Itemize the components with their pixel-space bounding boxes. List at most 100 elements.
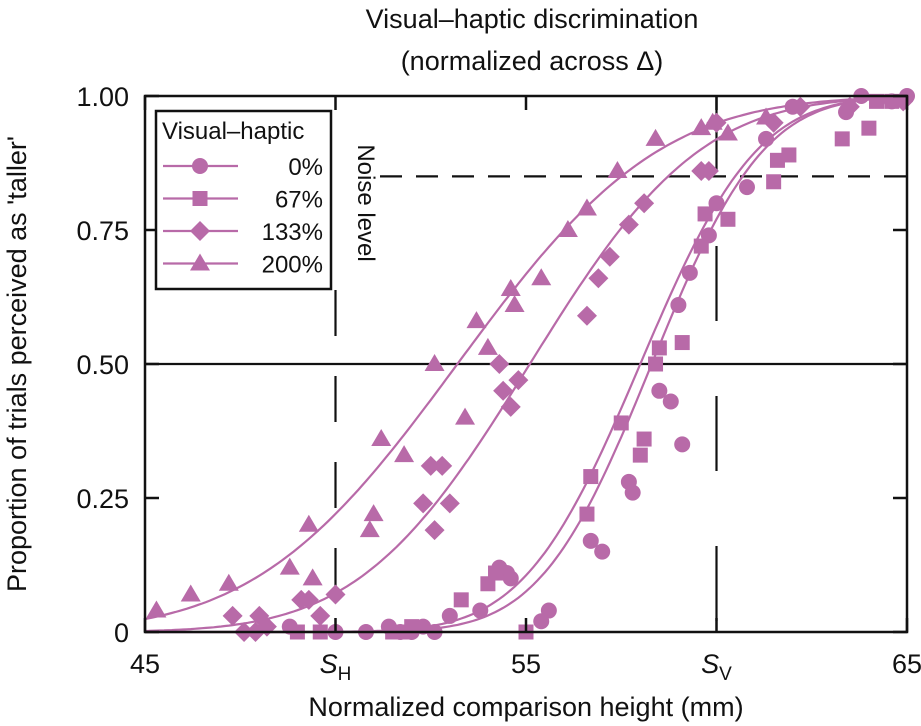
x-tick-label: 55 bbox=[511, 649, 541, 679]
data-point-circle bbox=[670, 297, 687, 314]
data-point-triangle bbox=[298, 514, 319, 532]
data-point-diamond bbox=[839, 96, 860, 117]
x-tick-label: 45 bbox=[130, 649, 160, 679]
data-point-triangle bbox=[455, 407, 476, 425]
data-point-square bbox=[766, 174, 782, 190]
data-point-triangle bbox=[302, 568, 323, 586]
legend-label: 0% bbox=[288, 154, 323, 181]
data-point-diamond bbox=[576, 305, 597, 326]
data-point-square bbox=[453, 592, 469, 608]
fit-curve-133pct bbox=[144, 96, 908, 633]
data-point-diamond bbox=[424, 520, 445, 541]
data-point-diamond bbox=[790, 96, 811, 117]
data-point-circle bbox=[582, 532, 599, 549]
data-point-triangle bbox=[218, 573, 239, 591]
y-tick-label: 0.25 bbox=[76, 484, 129, 514]
data-point-triangle bbox=[691, 118, 712, 136]
data-point-circle bbox=[441, 607, 458, 624]
data-point-diamond bbox=[420, 455, 441, 476]
data-point-circle bbox=[540, 602, 557, 619]
data-point-circle bbox=[738, 179, 755, 196]
legend: Visual–haptic 0% 67% 133% 200% bbox=[154, 109, 333, 291]
data-point-triangle bbox=[363, 504, 384, 522]
data-point-diamond bbox=[413, 493, 434, 514]
legend-circle-marker bbox=[192, 158, 208, 174]
y-tick-label: 0.50 bbox=[76, 350, 129, 380]
data-point-triangle bbox=[279, 557, 300, 575]
data-point-diamond bbox=[439, 493, 460, 514]
data-point-square bbox=[583, 469, 599, 485]
y-axis-label: Proportion of trials perceived as 'talle… bbox=[2, 136, 32, 592]
data-point-triangle bbox=[500, 278, 521, 296]
data-point-square bbox=[693, 238, 709, 254]
data-point-square bbox=[488, 565, 504, 581]
data-point-triangle bbox=[359, 520, 380, 538]
data-point-square bbox=[834, 131, 850, 147]
data-point-diamond bbox=[634, 193, 655, 214]
data-point-square bbox=[648, 356, 664, 372]
data-point-square bbox=[884, 93, 900, 109]
data-point-square bbox=[613, 415, 629, 431]
data-point-diamond bbox=[493, 380, 514, 401]
data-point-circle bbox=[594, 543, 611, 560]
data-point-diamond bbox=[325, 584, 346, 605]
data-point-diamond bbox=[508, 370, 529, 391]
y-tick-label: 0.75 bbox=[76, 216, 129, 246]
data-point-square bbox=[769, 152, 785, 168]
legend-triangle-marker bbox=[190, 253, 210, 271]
legend-label: 133% bbox=[262, 219, 323, 246]
legend-square-marker bbox=[192, 191, 208, 206]
legend-title: Visual–haptic bbox=[162, 118, 304, 145]
data-point-diamond bbox=[310, 605, 331, 626]
fit-curve-200pct bbox=[144, 96, 908, 621]
data-point-triangle bbox=[146, 600, 167, 618]
data-point-diamond bbox=[588, 268, 609, 289]
legend-box bbox=[154, 109, 333, 291]
data-point-square bbox=[651, 340, 667, 356]
data-point-diamond bbox=[432, 455, 453, 476]
x-tick-label: 65 bbox=[892, 649, 921, 679]
data-point-diamond bbox=[618, 214, 639, 235]
data-point-square bbox=[781, 147, 797, 163]
data-point-circle bbox=[662, 393, 679, 410]
data-point-square bbox=[636, 431, 652, 447]
data-point-triangle bbox=[424, 354, 445, 371]
data-point-triangle bbox=[531, 268, 552, 286]
data-point-diamond bbox=[698, 161, 719, 182]
data-point-triangle bbox=[394, 445, 415, 463]
legend-label: 200% bbox=[262, 252, 323, 279]
legend-diamond-marker bbox=[190, 221, 210, 241]
data-point-circle bbox=[681, 264, 698, 281]
data-point-circle bbox=[502, 570, 519, 587]
data-point-triangle bbox=[645, 128, 666, 146]
data-point-triangle bbox=[466, 311, 487, 329]
data-point-triangle bbox=[180, 584, 201, 602]
data-point-triangle bbox=[477, 337, 498, 355]
x-axis-label: Normalized comparison height (mm) bbox=[308, 692, 743, 722]
data-point-triangle bbox=[756, 107, 777, 125]
data-point-diamond bbox=[298, 589, 319, 610]
y-tick-label: 0 bbox=[114, 618, 129, 648]
legend-label: 67% bbox=[275, 187, 323, 214]
data-point-triangle bbox=[576, 198, 597, 216]
data-point-triangle bbox=[717, 123, 738, 141]
noise-level-label: Noise level bbox=[352, 144, 379, 261]
data-point-triangle bbox=[371, 429, 392, 447]
chart-title-line-1: Visual–haptic discrimination bbox=[366, 4, 699, 34]
data-point-circle bbox=[758, 130, 775, 147]
y-tick-label: 1.00 bbox=[76, 82, 129, 112]
data-point-triangle bbox=[702, 112, 723, 130]
data-point-diamond bbox=[599, 246, 620, 267]
data-point-circle bbox=[624, 484, 641, 501]
data-point-square bbox=[674, 335, 690, 351]
data-point-triangle bbox=[504, 295, 525, 313]
data-point-circle bbox=[472, 602, 489, 619]
data-point-square bbox=[697, 206, 713, 222]
x-tick-label: SH bbox=[320, 649, 352, 685]
data-point-square bbox=[579, 506, 595, 522]
data-point-circle bbox=[651, 382, 668, 399]
chart-title-line-2: (normalized across Δ) bbox=[401, 46, 664, 76]
data-point-square bbox=[861, 120, 877, 136]
data-point-diamond bbox=[489, 354, 510, 374]
